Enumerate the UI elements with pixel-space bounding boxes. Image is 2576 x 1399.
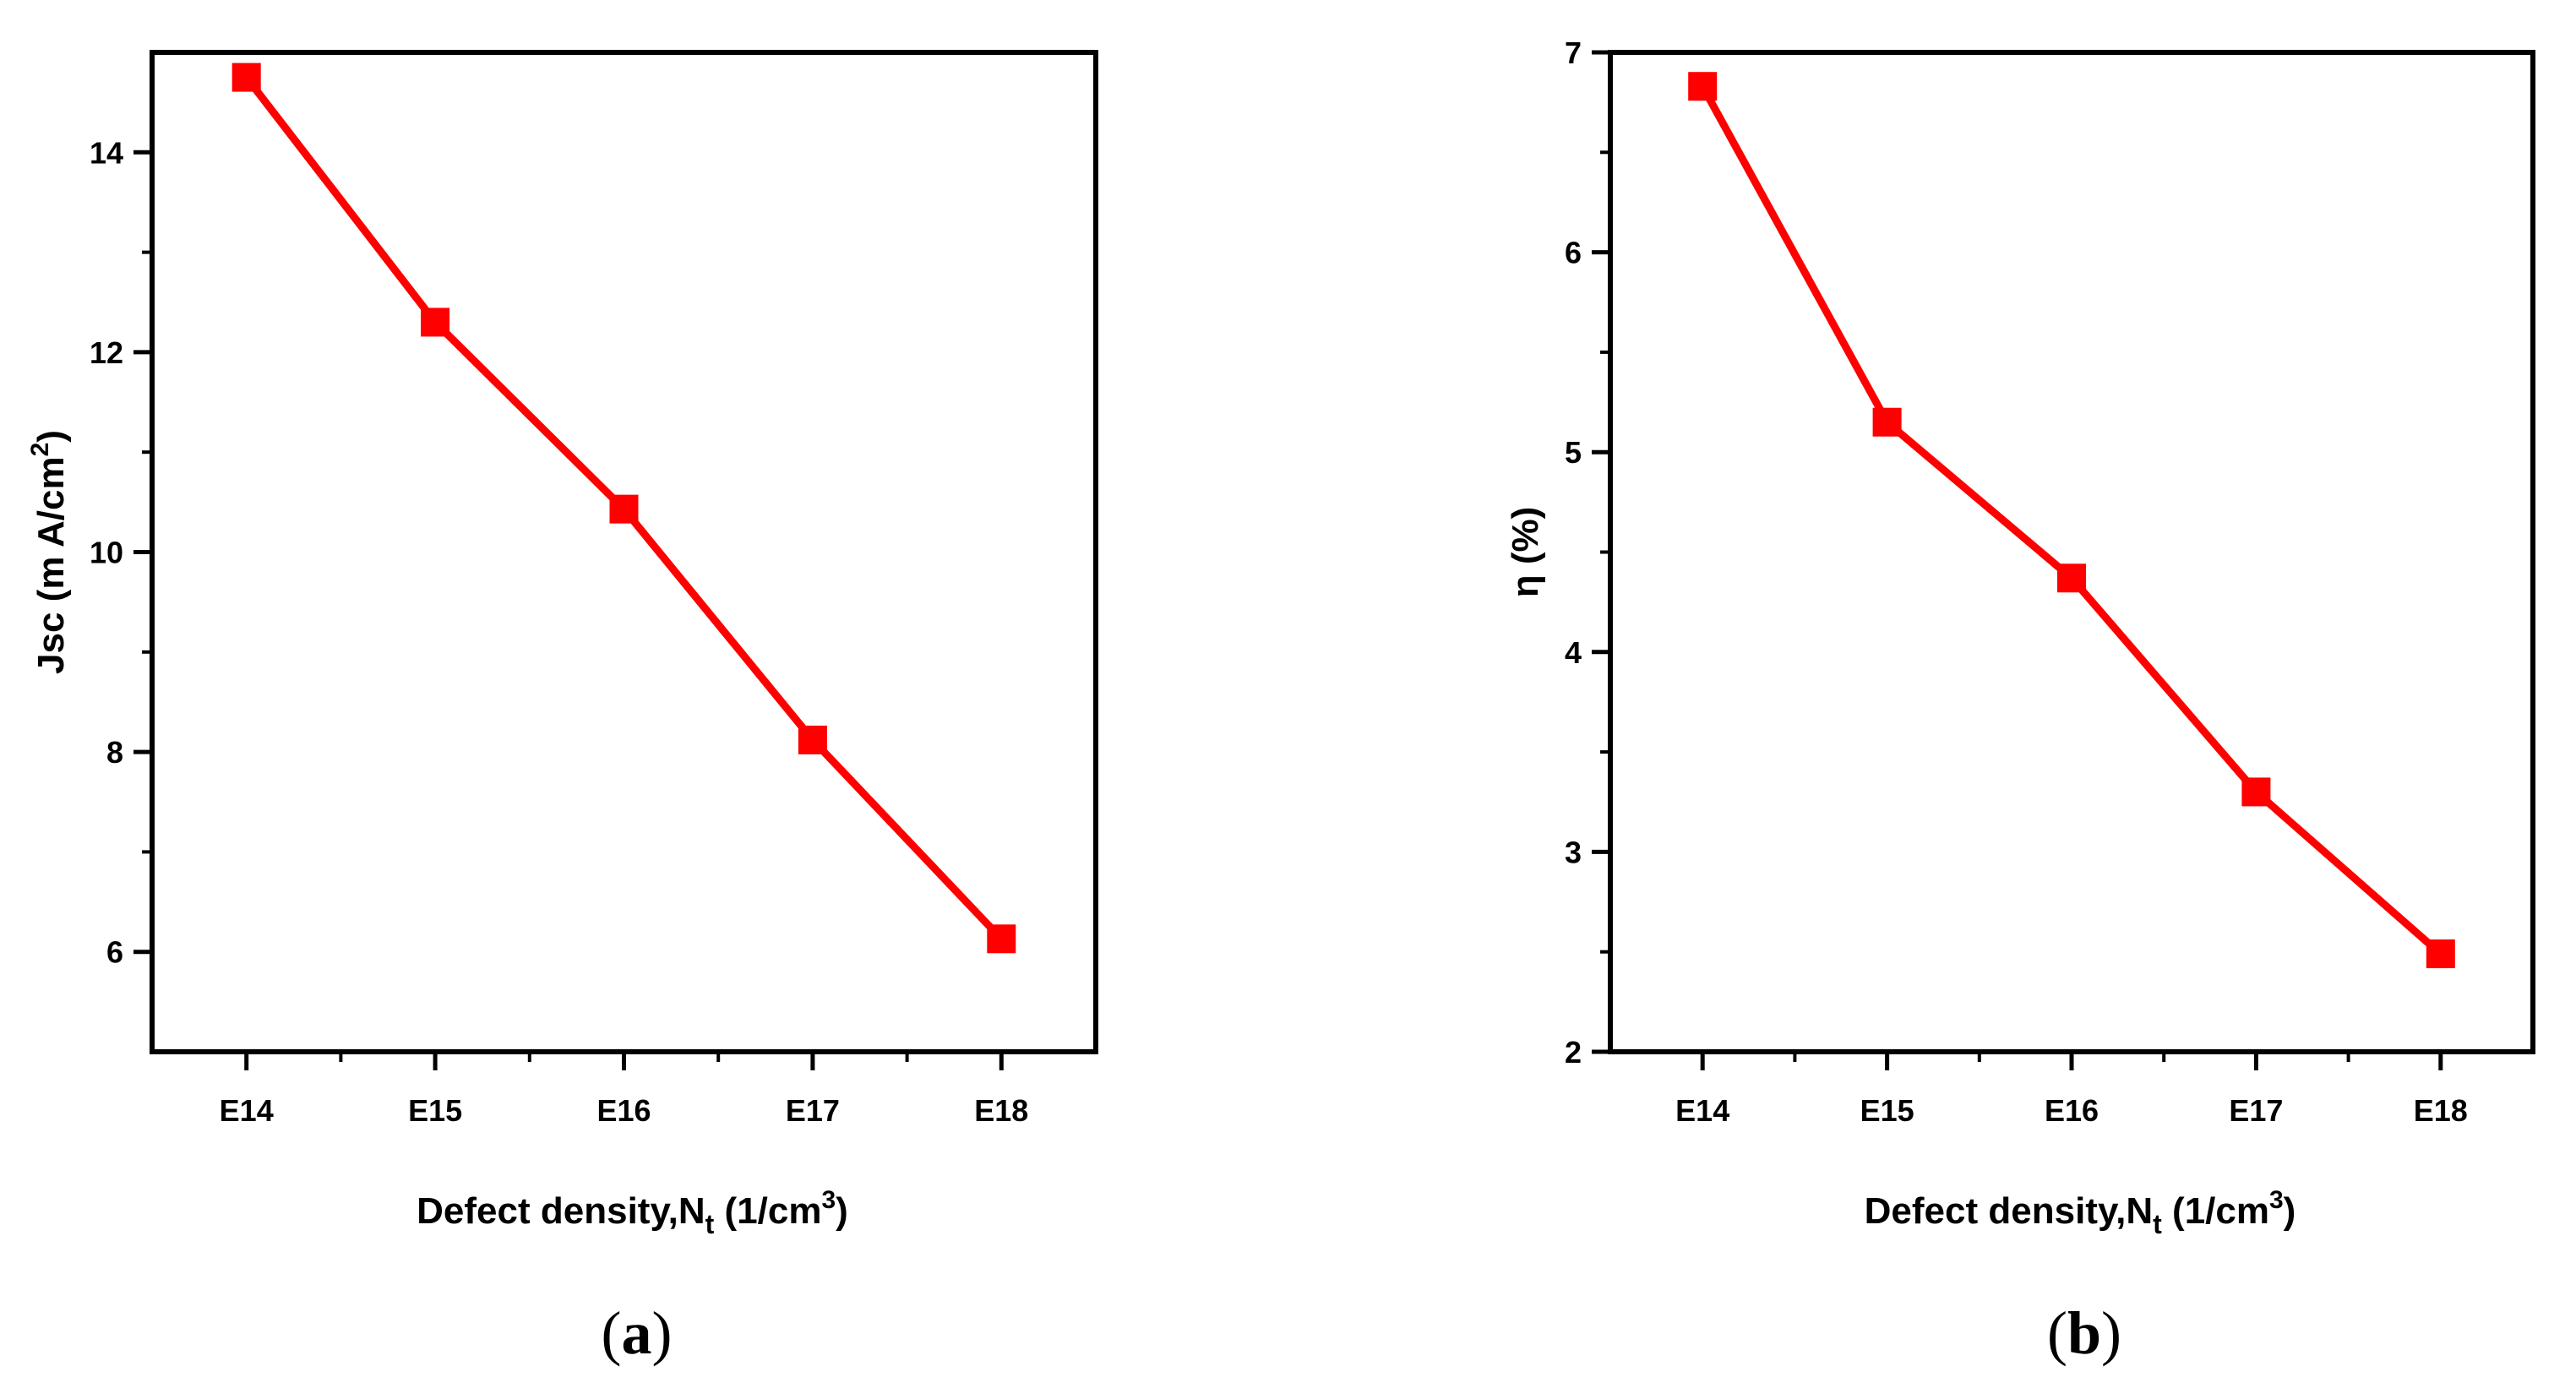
x-axis-label-b: Defect density,Nt (1/cm3) xyxy=(1865,1186,2296,1239)
y-axis-label-a-sup: 2 xyxy=(26,443,54,457)
y-tick-label-b-4: 6 xyxy=(1565,236,1582,270)
data-point-b-2 xyxy=(2057,563,2086,593)
y-tick-label-b-1: 3 xyxy=(1565,835,1582,869)
x-tick-label-b-0: E14 xyxy=(1675,1093,1729,1128)
x-axis-label-b-end: ) xyxy=(2284,1190,2296,1232)
y-tick-label-a-2: 10 xyxy=(90,536,123,570)
panel-label-b-open: ( xyxy=(2047,1299,2067,1367)
panel-label-a: (a) xyxy=(602,1299,673,1367)
x-tick-label-b-2: E16 xyxy=(2045,1093,2099,1128)
y-axis-label-b-main: η (%) xyxy=(1505,507,1546,598)
data-point-a-4 xyxy=(987,924,1016,954)
panel-a-chart: 6 8 10 12 14 E14 E15 E16 E17 E18 Jsc (m A/cm2) D… xyxy=(26,50,1098,1367)
x-axis-label-b-unit: (1/cm xyxy=(2162,1190,2269,1232)
panel-label-b-close: ) xyxy=(2101,1299,2121,1367)
series-markers-b xyxy=(1688,72,2455,969)
x-tick-label-a-1: E15 xyxy=(408,1093,462,1128)
data-point-a-1 xyxy=(421,308,450,337)
x-axis-label-b-sub: t xyxy=(2153,1209,2162,1239)
y-tick-label-a-4: 14 xyxy=(90,135,123,170)
panel-label-b: (b) xyxy=(2047,1299,2121,1367)
x-tick-label-a-4: E18 xyxy=(974,1093,1028,1128)
panel-b-chart: 2 3 4 5 6 7 E14 E15 E16 E17 E18 η (%) Defect dens… xyxy=(1505,35,2535,1367)
data-point-b-4 xyxy=(2426,939,2455,969)
x-tick-labels-b: E14 E15 E16 E17 E18 xyxy=(1675,1093,2468,1128)
y-tick-label-b-2: 4 xyxy=(1565,635,1582,670)
x-tick-label-a-2: E16 xyxy=(596,1093,651,1128)
x-axis-label-a-sub: t xyxy=(705,1209,715,1239)
data-point-a-0 xyxy=(231,63,261,92)
plot-frame-a xyxy=(150,50,1098,1054)
y-tick-labels-b: 2 3 4 5 6 7 xyxy=(1565,35,1582,1070)
y-tick-label-a-0: 6 xyxy=(106,935,123,970)
x-axis-label-a-main: Defect density,N xyxy=(417,1190,705,1232)
series-markers-a xyxy=(231,63,1016,954)
y-tick-labels-a: 6 8 10 12 14 xyxy=(90,135,123,969)
data-point-a-3 xyxy=(798,725,827,754)
panel-label-a-letter: a xyxy=(622,1299,652,1367)
panel-label-b-letter: b xyxy=(2067,1299,2101,1367)
y-tick-label-a-3: 12 xyxy=(90,335,123,370)
panel-label-a-open: ( xyxy=(602,1299,622,1367)
x-axis-label-a-end: ) xyxy=(836,1190,848,1232)
plot-frame-b xyxy=(1608,50,2535,1054)
tick-marks-b xyxy=(1592,50,2443,1070)
tick-marks-a xyxy=(133,150,1004,1070)
y-axis-label-a: Jsc (m A/cm2) xyxy=(26,430,72,674)
y-tick-label-b-3: 5 xyxy=(1565,435,1582,470)
x-axis-label-b-sup: 3 xyxy=(2269,1186,2284,1214)
y-tick-label-a-1: 8 xyxy=(106,735,123,770)
y-tick-label-b-0: 2 xyxy=(1565,1035,1582,1070)
x-axis-label-b-main: Defect density,N xyxy=(1865,1190,2154,1232)
y-tick-label-b-5: 7 xyxy=(1565,35,1582,70)
y-axis-label-a-end: ) xyxy=(30,430,72,443)
x-tick-label-a-0: E14 xyxy=(220,1093,274,1128)
data-point-b-0 xyxy=(1688,72,1718,101)
x-tick-label-b-1: E15 xyxy=(1860,1093,1914,1128)
y-axis-label-a-main: Jsc (m A/cm xyxy=(30,456,72,674)
x-axis-label-a-sup: 3 xyxy=(821,1186,836,1214)
panel-label-a-close: ) xyxy=(652,1299,673,1367)
y-axis-label-b: η (%) xyxy=(1505,507,1546,598)
x-tick-label-a-3: E17 xyxy=(786,1093,840,1128)
data-point-a-2 xyxy=(609,494,639,524)
x-tick-label-b-4: E18 xyxy=(2414,1093,2468,1128)
x-tick-labels-a: E14 E15 E16 E17 E18 xyxy=(220,1093,1029,1128)
data-point-b-1 xyxy=(1872,407,1902,437)
x-axis-label-a-unit: (1/cm xyxy=(714,1190,821,1232)
x-tick-label-b-3: E17 xyxy=(2229,1093,2283,1128)
data-point-b-3 xyxy=(2241,777,2271,807)
x-axis-label-a: Defect density,Nt (1/cm3) xyxy=(417,1186,848,1239)
series-line-b xyxy=(1699,84,2443,957)
